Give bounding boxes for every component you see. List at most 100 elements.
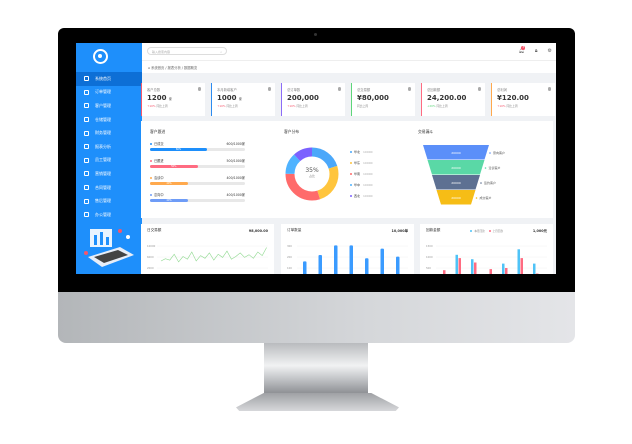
progress-bar: 40% <box>150 199 245 203</box>
funnel-dot <box>475 197 478 199</box>
chart-total: 1,000元 <box>532 229 547 233</box>
info-icon[interactable] <box>197 87 201 91</box>
sidebar-item[interactable]: 合同管理 <box>76 181 142 195</box>
info-icon[interactable] <box>337 87 341 91</box>
progress-value: 600/1000家 <box>226 142 245 146</box>
sidebar-item[interactable]: 订单管理 <box>76 86 142 100</box>
lock-icon[interactable]: 🔒︎ <box>534 48 538 54</box>
value: 1200 <box>147 94 167 102</box>
note: 同比上周 <box>296 104 308 108</box>
y-tick-label: 200 <box>287 255 292 259</box>
top-bar: 输入搜索内容 ⌕ 🔔︎ 3 🔒︎ ⚙ <box>142 43 556 60</box>
chart-title: 日交易额 <box>147 228 162 232</box>
note: 同比上周 <box>156 104 168 108</box>
donut-slice <box>285 147 339 201</box>
donut-title: 客户分布 <box>284 129 300 134</box>
info-icon[interactable] <box>407 87 411 91</box>
sidebar-item-label: 报表分析 <box>95 143 111 149</box>
sidebar-item[interactable]: 仓储管理 <box>76 113 142 127</box>
legend-item: 华中 10000 <box>350 183 373 187</box>
funnel-value: 20000 <box>451 181 461 185</box>
grouped-bar-chart: 1500 1000 500 <box>426 244 547 274</box>
notification-icon[interactable]: 🔔︎ 3 <box>518 46 525 54</box>
stat-value: ¥120.00 <box>497 94 550 102</box>
y-tick-label: 100 <box>287 266 292 270</box>
monitor-stand <box>264 343 368 393</box>
sidebar-item[interactable]: 报表分析 <box>76 140 142 154</box>
bar <box>502 263 505 274</box>
sidebar-item-label: 办公管理 <box>95 211 111 217</box>
stat-value: 24,200.00 <box>427 94 480 102</box>
legend-value: 10000 <box>363 183 373 187</box>
chart-title: 订单数量 <box>287 228 302 232</box>
progress-bar: 60% <box>150 148 245 152</box>
search-icon[interactable]: ⌕ <box>220 49 222 54</box>
sidebar-item[interactable]: 财务管理 <box>76 126 142 140</box>
y-tick-label: 6000 <box>147 255 154 259</box>
chart-total: 10,000单 <box>391 229 408 233</box>
monitor-icon <box>84 212 89 218</box>
sidebar-item[interactable]: 营销管理 <box>76 167 142 181</box>
legend-label: 本月回款 <box>474 229 485 233</box>
funnel-stage <box>427 160 485 175</box>
settings-icon[interactable]: ⚙ <box>547 48 552 54</box>
funnel-label: 签约客户 <box>484 180 496 185</box>
bar <box>455 254 458 274</box>
bar <box>349 245 353 274</box>
donut-slice <box>285 147 339 201</box>
legend-label: 华北 <box>354 150 361 154</box>
stat-trend: ↑10% 同比上周 <box>217 104 270 108</box>
info-icon[interactable] <box>547 87 551 91</box>
legend-value: 10000 <box>363 161 373 165</box>
y-tick-label: 1500 <box>426 244 433 248</box>
home-icon[interactable]: ⌂ <box>148 66 152 70</box>
donut-chart <box>285 147 339 201</box>
note: 同比上周 <box>506 104 518 108</box>
search-placeholder: 输入搜索内容 <box>152 49 171 54</box>
info-icon[interactable] <box>267 87 271 91</box>
funnel-stage <box>432 175 480 190</box>
legend-label: 华南 <box>354 172 361 176</box>
bar <box>318 255 322 274</box>
logo-icon <box>93 49 108 64</box>
sidebar-item-label: 员工管理 <box>95 157 111 163</box>
bar <box>471 259 474 274</box>
chart-total: ¥8,000.00 <box>248 228 268 233</box>
bar <box>458 258 461 274</box>
sidebar-item-label: 客户管理 <box>95 102 111 108</box>
search-input[interactable]: 输入搜索内容 ⌕ <box>147 47 227 55</box>
sidebar-item[interactable]: 办公管理 <box>76 208 142 222</box>
line-series <box>160 247 267 263</box>
order-count-card: 订单数量 10,000单 300 200 100 <box>281 224 414 274</box>
trend: ↓20% <box>427 104 436 108</box>
home-icon <box>84 76 89 82</box>
progress-fill: 40% <box>150 182 188 186</box>
donut-center: 35% 占比 <box>283 167 341 178</box>
value: 1000 <box>217 94 237 102</box>
stat-card: 总交易额 ¥80,000 同比上周 <box>351 83 415 116</box>
sidebar-item[interactable]: 售后管理 <box>76 194 142 208</box>
sidebar-item-label: 订单管理 <box>95 89 111 95</box>
note: 同比上周 <box>226 104 238 108</box>
stat-card: 本月新增客户 1000 家 ↑10% 同比上周 <box>211 83 275 116</box>
donut-slice <box>285 147 339 201</box>
stat-card: 客户总数 1200 家 ↑10% 同比上周 <box>141 83 205 116</box>
sidebar-item-label: 营销管理 <box>95 170 111 176</box>
funnel-stage <box>423 145 489 160</box>
funnel-dot <box>484 167 487 169</box>
chart-title: 回款金额 <box>426 228 441 232</box>
stat-card: 总利润 ¥120.00 ↑10% 同比上周 <box>491 83 555 116</box>
legend-item: 西北 10000 <box>350 194 373 198</box>
info-icon[interactable] <box>477 87 481 91</box>
sidebar-item[interactable]: 客户管理 <box>76 99 142 113</box>
funnel-chart: 20000 意向客户 20000 洽谈客户 20000 签约客户 20000 成交客户 <box>423 145 505 205</box>
sidebar-item[interactable]: 员工管理 <box>76 154 142 168</box>
line-chart: 10000 6000 2000 <box>147 244 268 270</box>
stat-trend: ↑10% 同比上周 <box>147 104 200 108</box>
breadcrumb-text: 系统首页 / 报表分析 / 数据概览 <box>151 66 198 70</box>
y-tick-label: 1000 <box>426 255 433 259</box>
sidebar-item[interactable]: 系统首页 <box>76 72 142 86</box>
stat-value: 200,000 <box>287 94 340 102</box>
legend-item: 华北 10000 <box>350 150 373 154</box>
bar <box>505 268 508 274</box>
